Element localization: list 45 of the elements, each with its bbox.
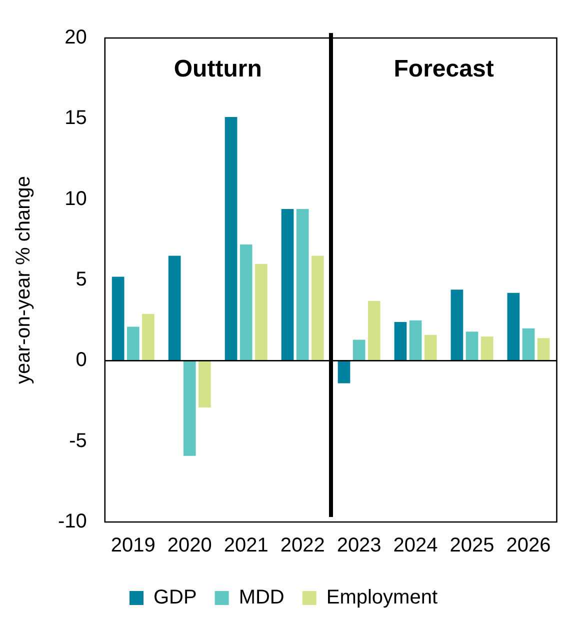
bar [466, 332, 478, 361]
bar [522, 328, 535, 361]
legend-label: GDP [153, 586, 197, 609]
bar [281, 209, 294, 361]
bar [240, 244, 252, 361]
x-tick-label: 2025 [450, 534, 494, 557]
bar [507, 292, 520, 361]
legend-label: MDD [238, 586, 284, 609]
x-tick-label: 2023 [336, 534, 382, 557]
bar [409, 320, 422, 361]
x-tick-label: 2024 [393, 534, 438, 557]
x-tick-label: 2019 [110, 534, 156, 557]
y-tick-label: -5 [69, 430, 87, 452]
x-tick-label: 2021 [224, 534, 268, 557]
bar [198, 360, 211, 408]
bar [352, 340, 366, 361]
y-tick-label: 20 [64, 26, 87, 49]
x-tick-label: 2026 [506, 534, 551, 557]
bar [394, 322, 407, 361]
bar [224, 117, 238, 361]
x-tick-label: 2020 [167, 534, 212, 557]
annotation: Forecast [394, 56, 494, 83]
bar [142, 314, 154, 361]
annotation: Outturn [174, 56, 262, 83]
bar [112, 276, 124, 361]
y-tick-label: 10 [64, 188, 87, 210]
bar [168, 256, 181, 361]
y-tick-label: 0 [76, 349, 87, 372]
y-tick-label: -10 [58, 510, 87, 533]
y-tick-label: 15 [64, 107, 87, 130]
bar [537, 338, 550, 361]
bar [296, 209, 309, 361]
bar [368, 300, 380, 361]
bar [254, 264, 268, 361]
bar [311, 256, 324, 361]
bar [424, 334, 437, 361]
y-tick-label: 5 [76, 268, 87, 291]
x-tick-label: 2022 [280, 534, 325, 557]
bar [338, 360, 350, 384]
bar [480, 336, 494, 361]
bar [183, 360, 196, 456]
y-axis-title: year-on-year % change [12, 176, 35, 384]
bar [126, 326, 140, 361]
legend-label: Employment [326, 586, 438, 609]
bar [450, 290, 464, 361]
